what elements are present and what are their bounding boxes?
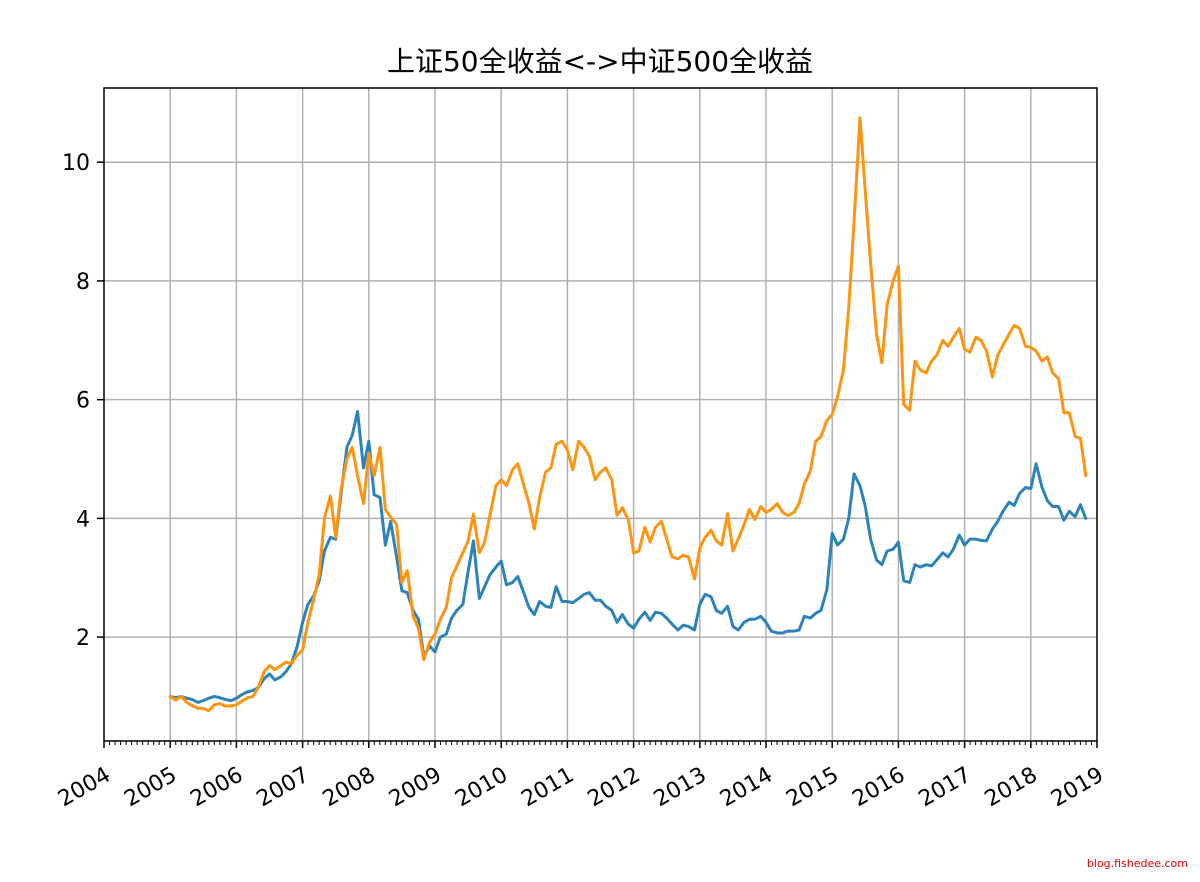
series-layer xyxy=(168,116,1088,713)
y-tick-label: 8 xyxy=(76,270,90,295)
y-tick-label: 4 xyxy=(76,507,90,532)
y-tick-label: 6 xyxy=(76,389,90,414)
series-line-2 xyxy=(168,116,1088,713)
y-tick-label: 10 xyxy=(62,151,90,176)
series-line-1 xyxy=(168,410,1088,704)
grid-lines xyxy=(104,88,1097,741)
y-tick-label: 2 xyxy=(76,626,90,651)
y-axis: 2 4 6 8 10 xyxy=(62,151,104,651)
watermark-text: blog.fishedee.com xyxy=(1086,857,1188,870)
chart-title: 上证50全收益<->中证500全收益 xyxy=(387,45,813,78)
